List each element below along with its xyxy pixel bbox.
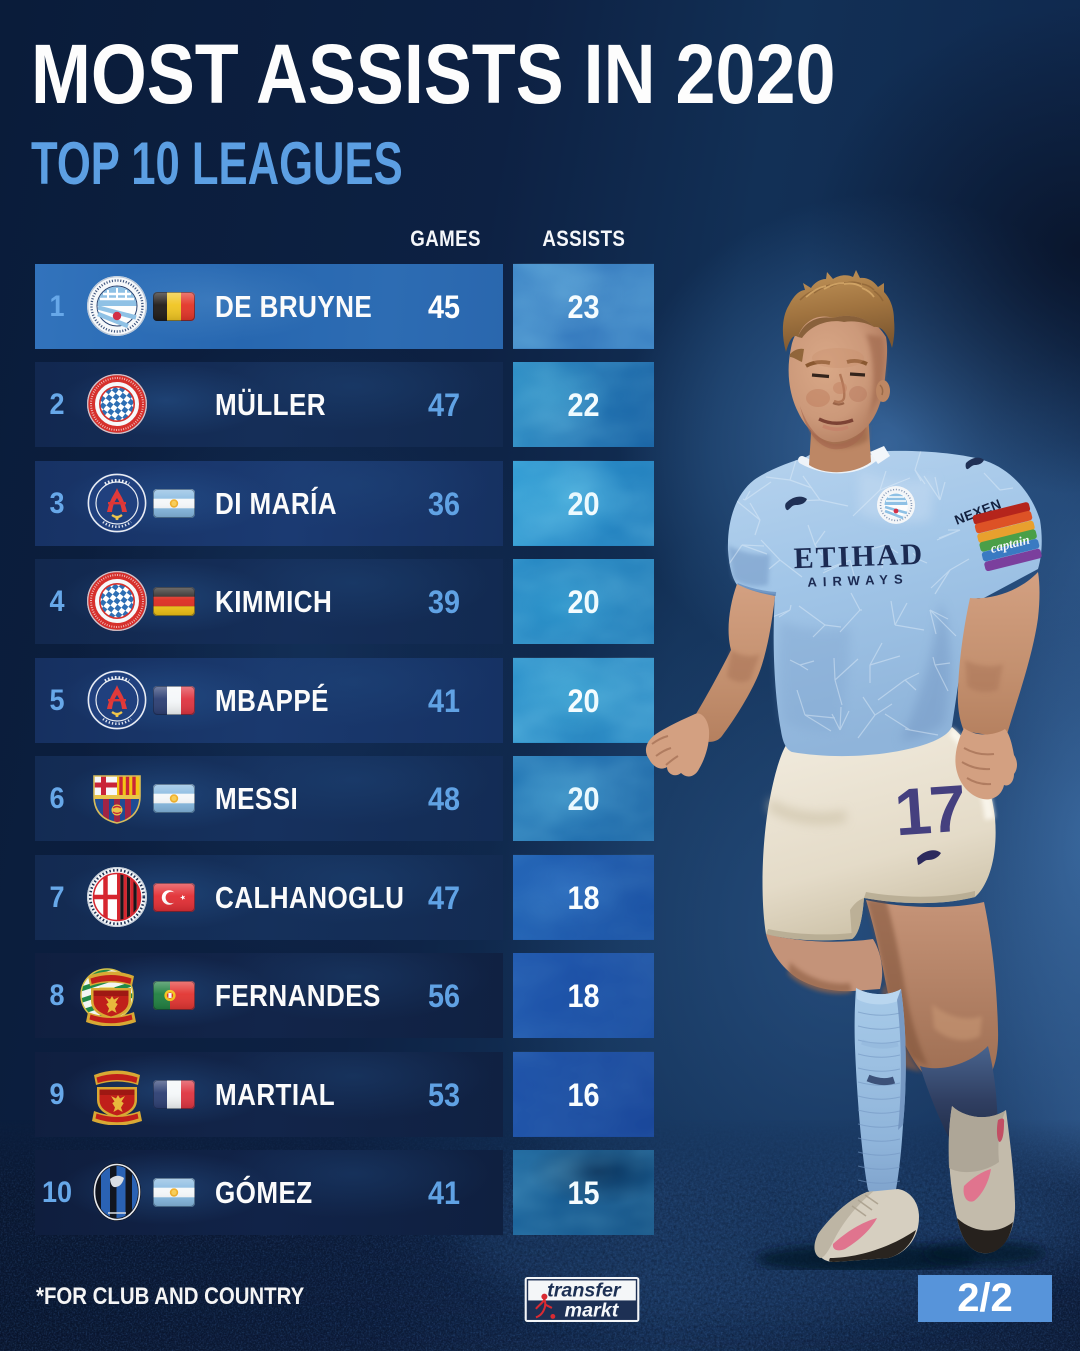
svg-text:markt: markt bbox=[565, 1299, 620, 1321]
svg-text:transfer: transfer bbox=[547, 1280, 622, 1302]
svg-text:17: 17 bbox=[892, 771, 966, 850]
svg-text:ETIHAD: ETIHAD bbox=[793, 538, 924, 576]
svg-text:AIRWAYS: AIRWAYS bbox=[807, 571, 909, 590]
